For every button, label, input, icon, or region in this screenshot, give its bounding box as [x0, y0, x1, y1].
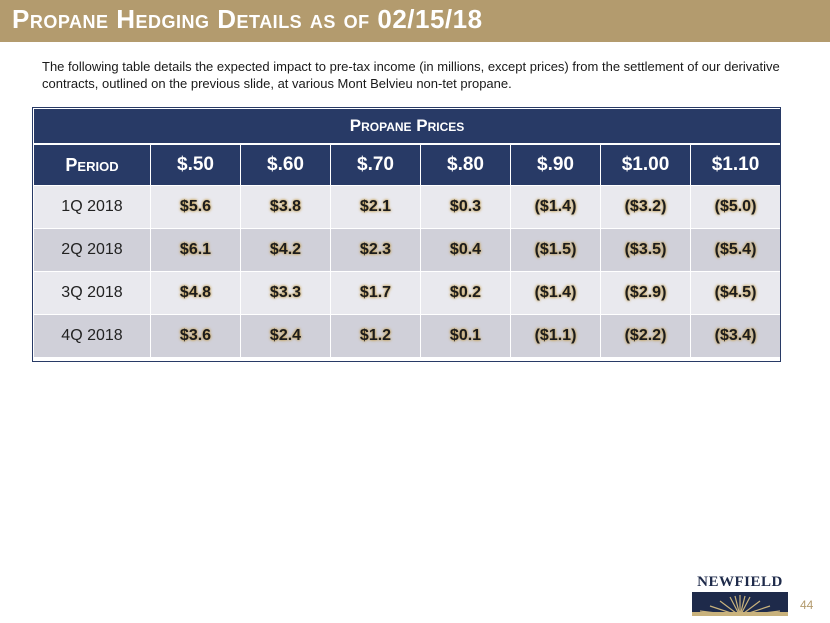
- value-cell: $0.2: [420, 271, 511, 315]
- value-cell: $1.7: [330, 271, 421, 315]
- header-price: $.50: [150, 143, 241, 186]
- header-price: $1.10: [689, 143, 782, 186]
- table-row: 2Q 2018 $6.1 $4.2 $2.3 $0.4 ($1.5) ($3.5…: [33, 228, 782, 272]
- value-cell: ($3.5): [600, 228, 691, 272]
- value-cell: $4.8: [150, 271, 241, 315]
- value-cell: $0.3: [420, 185, 511, 229]
- value-cell: $2.4: [240, 314, 331, 358]
- intro-paragraph: The following table details the expected…: [42, 59, 780, 91]
- value-cell: ($3.4): [689, 314, 782, 358]
- period-cell: 1Q 2018: [33, 185, 151, 229]
- value-cell: $3.6: [150, 314, 241, 358]
- value-cell: $5.6: [150, 185, 241, 229]
- value-cell: $0.1: [420, 314, 511, 358]
- header-price: $1.00: [600, 143, 691, 186]
- table-row: 3Q 2018 $4.8 $3.3 $1.7 $0.2 ($1.4) ($2.9…: [33, 271, 782, 315]
- value-cell: ($2.9): [600, 271, 691, 315]
- sunburst-icon: [692, 592, 788, 616]
- table-row: 4Q 2018 $3.6 $2.4 $1.2 $0.1 ($1.1) ($2.2…: [33, 314, 782, 358]
- newfield-logo: NEWFIELD: [690, 574, 790, 618]
- value-cell: ($1.1): [510, 314, 601, 358]
- value-cell: ($1.4): [510, 185, 601, 229]
- period-cell: 3Q 2018: [33, 271, 151, 315]
- header-price: $.80: [420, 143, 511, 186]
- period-cell: 2Q 2018: [33, 228, 151, 272]
- value-cell: $0.4: [420, 228, 511, 272]
- logo-wordmark: NEWFIELD: [697, 574, 783, 590]
- table-row: 1Q 2018 $5.6 $3.8 $2.1 $0.3 ($1.4) ($3.2…: [33, 185, 782, 229]
- value-cell: $4.2: [240, 228, 331, 272]
- value-cell: ($4.5): [689, 271, 782, 315]
- header-price: $.90: [510, 143, 601, 186]
- header-period: Period: [33, 143, 151, 186]
- group-header-propane-prices: Propane Prices: [32, 108, 782, 145]
- value-cell: $2.1: [330, 185, 421, 229]
- value-cell: $2.3: [330, 228, 421, 272]
- header-price: $.70: [330, 143, 421, 186]
- value-cell: ($2.2): [600, 314, 691, 358]
- value-cell: ($5.0): [689, 185, 782, 229]
- value-cell: ($1.5): [510, 228, 601, 272]
- period-cell: 4Q 2018: [33, 314, 151, 358]
- hedging-table: Propane Prices Period $.50 $.60 $.70 $.8…: [32, 108, 782, 358]
- value-cell: $1.2: [330, 314, 421, 358]
- value-cell: ($3.2): [600, 185, 691, 229]
- value-cell: $3.8: [240, 185, 331, 229]
- value-cell: ($5.4): [689, 228, 782, 272]
- title-bar: Propane Hedging Details as of 02/15/18: [0, 0, 830, 42]
- value-cell: $6.1: [150, 228, 241, 272]
- value-cell: ($1.4): [510, 271, 601, 315]
- page-number: 44: [800, 598, 814, 612]
- header-price: $.60: [240, 143, 331, 186]
- value-cell: $3.3: [240, 271, 331, 315]
- slide-title: Propane Hedging Details as of 02/15/18: [12, 4, 483, 34]
